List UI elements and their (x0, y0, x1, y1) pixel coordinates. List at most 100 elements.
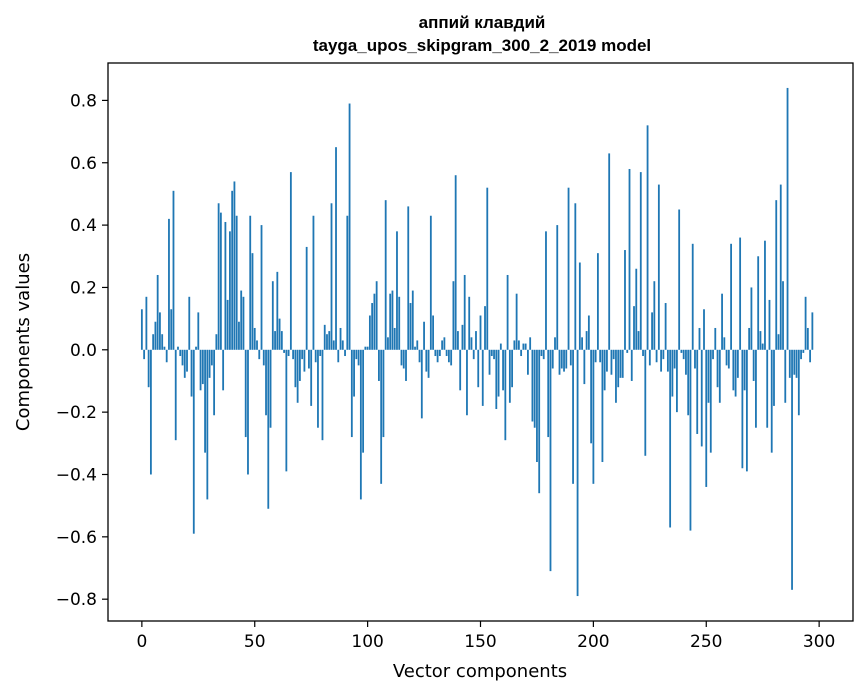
bar (678, 209, 681, 350)
y-tick-label: 0.0 (70, 341, 97, 361)
chart-title: аппий клавдий (419, 13, 546, 32)
y-tick-label: −0.4 (56, 465, 97, 485)
bar (590, 349, 593, 444)
bar (396, 231, 398, 350)
bar (800, 349, 802, 360)
bar (265, 349, 267, 416)
y-tick-label: 0.6 (70, 154, 97, 174)
bar (547, 349, 550, 438)
bar (459, 349, 462, 391)
bar (280, 331, 283, 350)
bar (682, 349, 685, 360)
bar (696, 349, 699, 434)
bar (375, 281, 378, 350)
bar (657, 184, 660, 350)
x-tick-label: 200 (577, 632, 609, 652)
bar (712, 349, 714, 360)
y-axis-ticks: −0.8 −0.6 −0.4 −0.2 0.0 0.2 0.4 0.6 0.8 (56, 91, 108, 610)
bar (326, 334, 328, 350)
bar (569, 349, 572, 366)
x-tick-label: 250 (690, 632, 722, 652)
bar (709, 349, 712, 453)
bar (761, 343, 764, 350)
bar (170, 309, 173, 350)
bar (502, 349, 504, 391)
bar (384, 200, 387, 350)
bar (463, 274, 466, 350)
bar (748, 327, 751, 350)
bar (540, 349, 543, 357)
bar (206, 349, 209, 500)
bar (633, 306, 635, 350)
bar (294, 349, 297, 388)
bar (499, 343, 502, 350)
bar (513, 340, 516, 350)
bar (493, 349, 495, 360)
bar (328, 331, 331, 350)
bar (764, 240, 766, 350)
bar (592, 349, 595, 484)
bar (429, 215, 432, 350)
bar (542, 349, 545, 360)
bar (262, 349, 265, 366)
bar (368, 315, 371, 350)
bar (517, 340, 520, 350)
bar (524, 343, 527, 350)
bar (213, 349, 216, 416)
bar (486, 187, 489, 350)
bar (425, 349, 428, 372)
bar (745, 349, 748, 472)
bar (802, 349, 805, 353)
bar (545, 231, 547, 350)
bar (357, 349, 360, 366)
bar (680, 349, 683, 353)
bar (585, 331, 588, 350)
bar (610, 349, 613, 375)
bar (364, 346, 367, 350)
bar (447, 349, 450, 363)
x-tick-label: 100 (351, 632, 383, 652)
bar (703, 309, 705, 350)
bar (554, 337, 556, 350)
bar (276, 271, 279, 350)
bar (743, 349, 746, 391)
bar (515, 293, 518, 350)
bar (479, 315, 482, 350)
bar (407, 206, 410, 350)
bar (445, 349, 448, 357)
bar (454, 175, 457, 350)
bar (140, 309, 143, 350)
bar (481, 349, 484, 406)
bar (795, 349, 798, 378)
bar (457, 331, 459, 350)
bar (387, 337, 389, 350)
bar (195, 346, 197, 350)
x-tick-label: 0 (136, 632, 147, 652)
bar (283, 349, 285, 353)
bar (725, 349, 728, 366)
bar (287, 349, 290, 357)
bar (529, 337, 532, 350)
bar (441, 340, 444, 350)
bar (768, 299, 771, 350)
bar (278, 318, 281, 350)
bar (434, 349, 437, 357)
bar (172, 190, 175, 350)
bar (691, 243, 694, 350)
x-tick-label: 50 (244, 632, 266, 652)
bar (739, 237, 742, 350)
bar (596, 253, 599, 350)
bar (420, 349, 423, 419)
bar (549, 349, 552, 572)
bar (217, 203, 220, 350)
bar (414, 346, 416, 350)
bar (578, 262, 581, 350)
bar (603, 349, 606, 391)
bar (786, 87, 789, 350)
bar (350, 349, 353, 438)
bar (477, 349, 480, 388)
bar (527, 349, 529, 375)
bar (804, 296, 807, 350)
bar (551, 349, 554, 369)
bar (312, 215, 315, 350)
